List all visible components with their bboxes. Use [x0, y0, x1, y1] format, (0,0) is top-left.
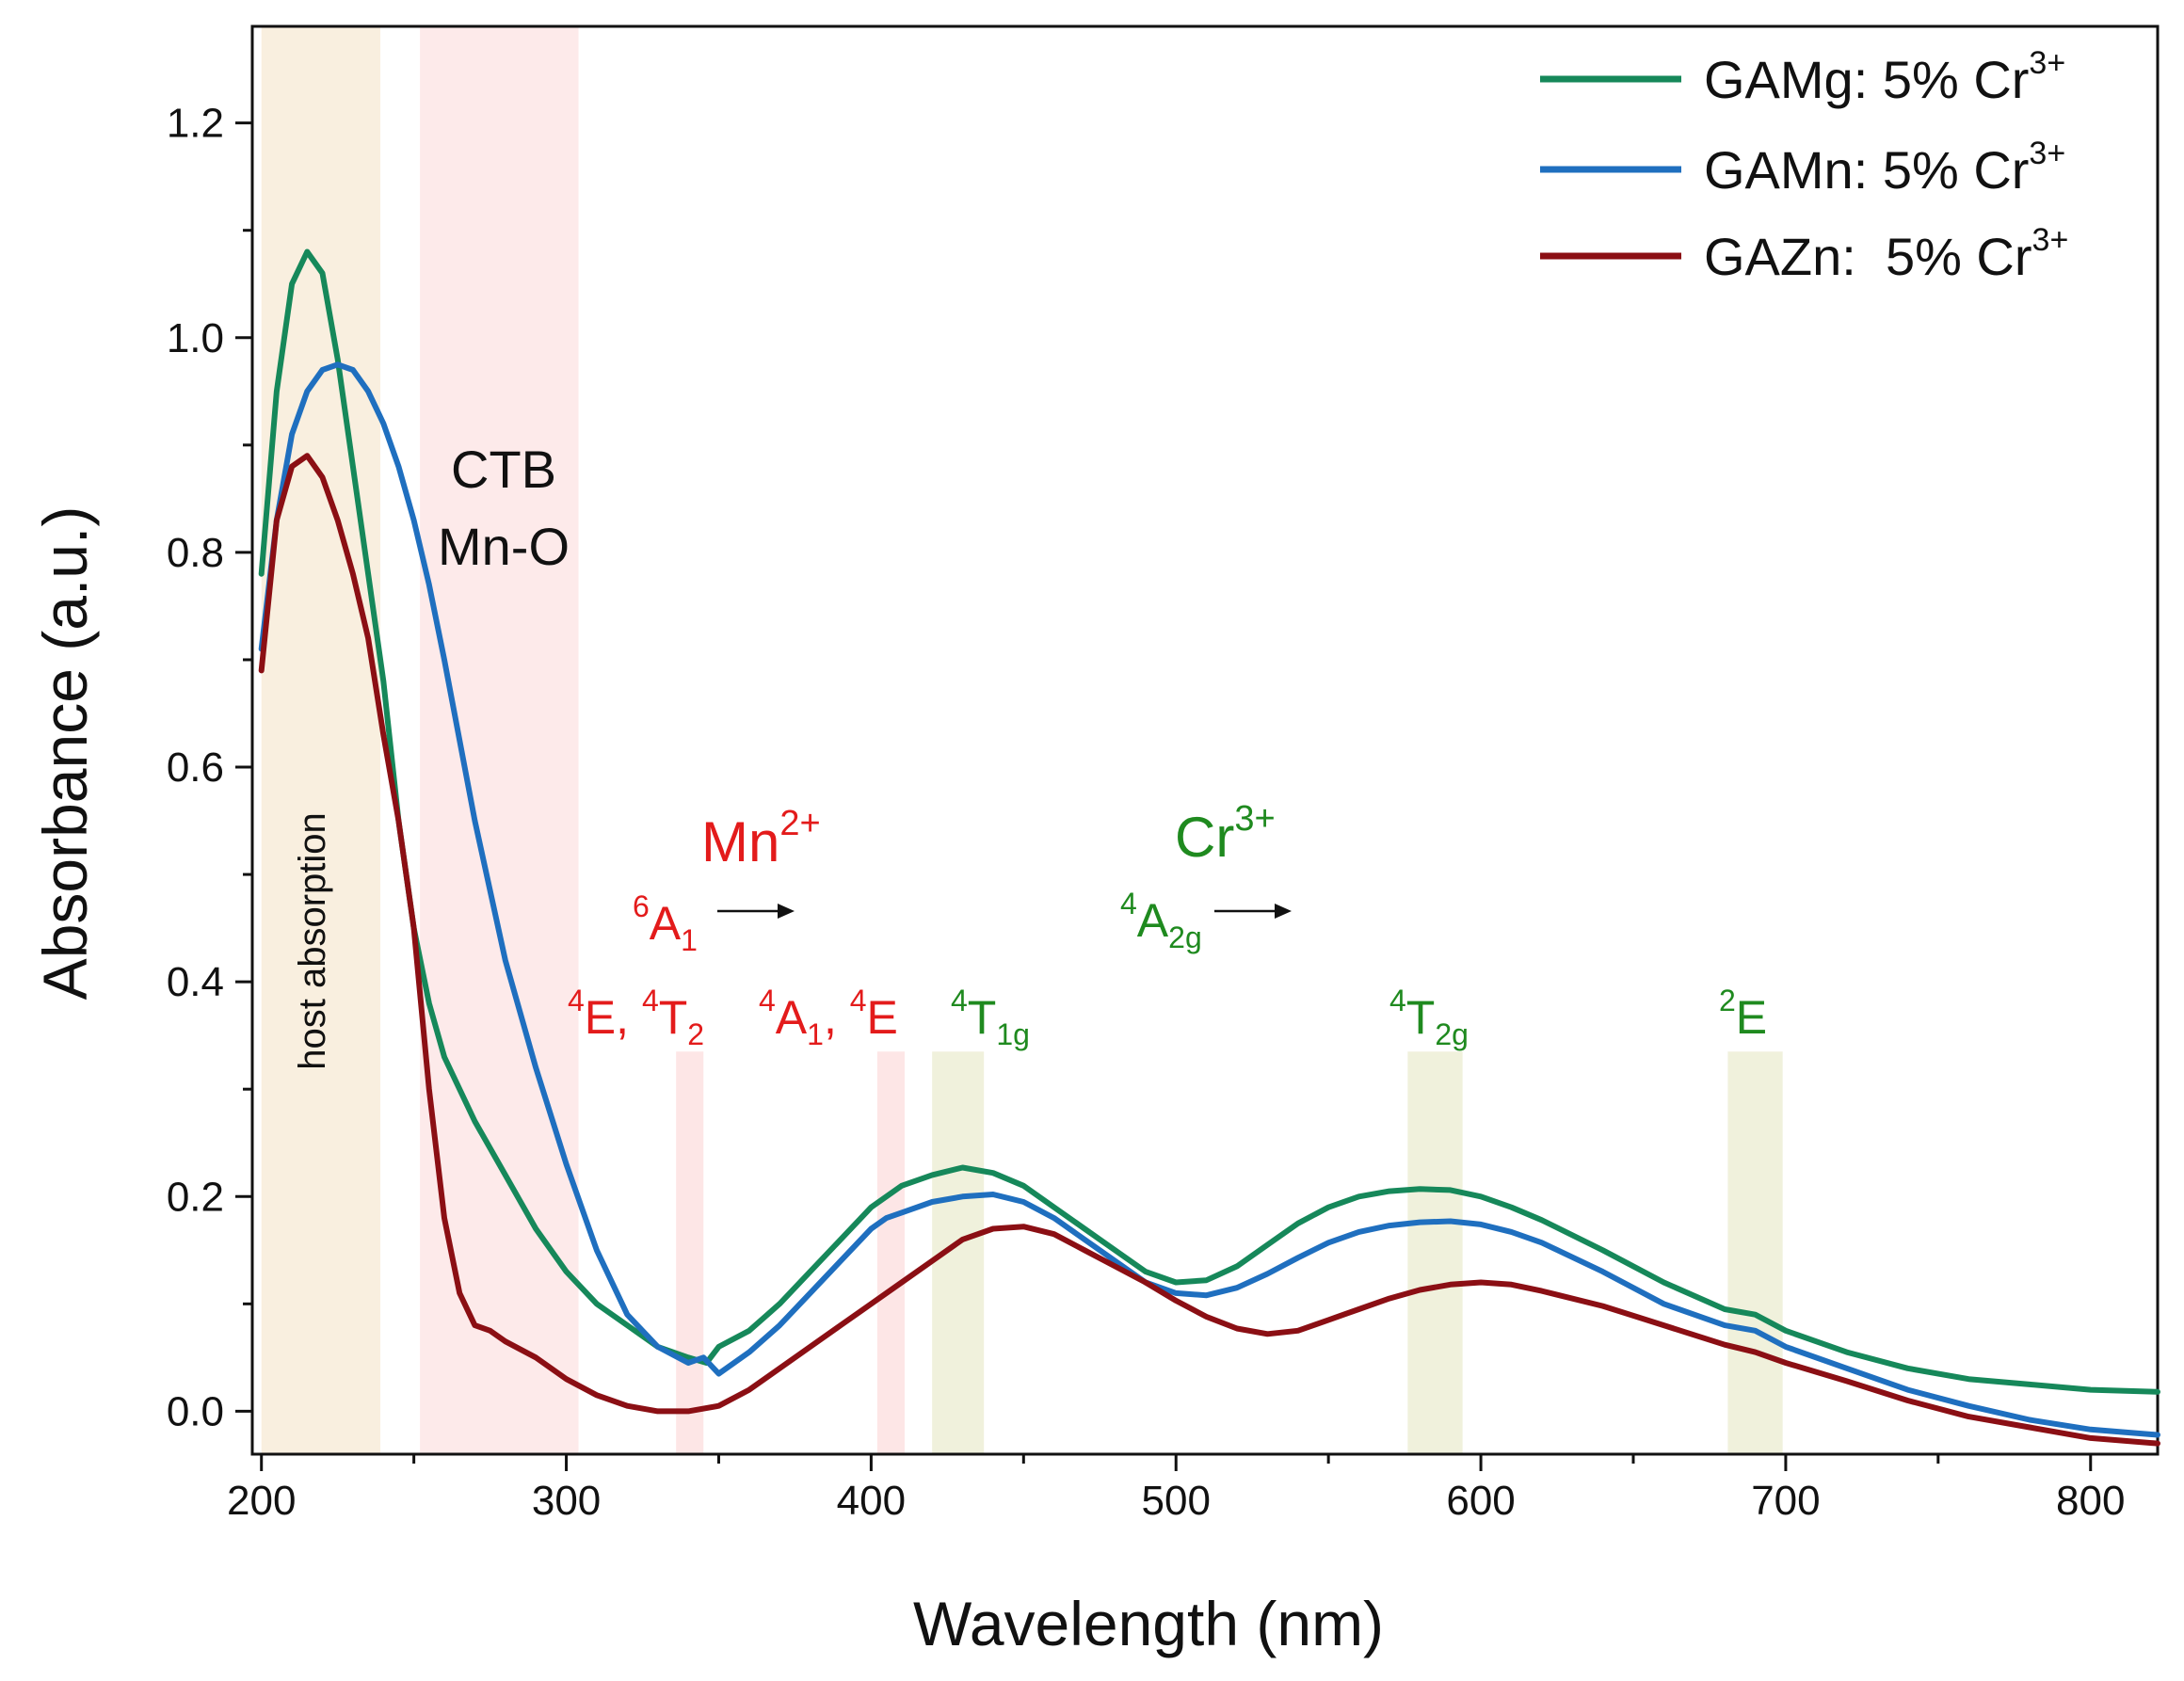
mn-t1-sub-b: 2 — [687, 1017, 704, 1051]
x-tick-label: 600 — [1446, 1478, 1515, 1524]
cr-arrow — [1214, 904, 1292, 919]
y-tick-label: 0.0 — [167, 1388, 224, 1434]
y-tick-label: 1.2 — [167, 101, 224, 147]
legend-gamg-name: GAMg: 5% Cr — [1704, 50, 2029, 109]
series-line-gazn — [258, 453, 2160, 1447]
legend-label-gazn: GAZn: 5% Cr3+ — [1704, 222, 2068, 286]
mn-ion-label: Mn2+ — [701, 804, 821, 873]
shaded-band-6 — [1727, 1051, 1783, 1454]
cr-t1-main: T — [968, 991, 997, 1044]
y-axis-ticks: 0.0 0.2 0.4 0.6 0.8 1.0 1.2 — [167, 101, 252, 1434]
mn-t1-a: E, — [585, 991, 642, 1044]
shaded-bands — [261, 26, 1783, 1454]
mn-ion-sup: 2+ — [779, 804, 820, 843]
cr-transition-2e: 2E — [1719, 984, 1767, 1044]
mn-t2-sub-a: 1 — [807, 1017, 824, 1051]
x-tick-label: 700 — [1751, 1478, 1820, 1524]
cr-t3-main: E — [1736, 991, 1767, 1044]
x-axis-ticks: 200 300 400 500 600 700 800 — [227, 1454, 2125, 1524]
x-tick-label: 300 — [532, 1478, 601, 1524]
cr-t3-sup: 2 — [1719, 984, 1736, 1017]
cr-t1-sup: 4 — [951, 984, 968, 1017]
mn-t2-b: E — [867, 991, 898, 1044]
legend-gamn-sup: 3+ — [2029, 136, 2065, 171]
legend-gamg-sup: 3+ — [2029, 45, 2065, 81]
mn-t2-sup-b: 4 — [850, 984, 867, 1017]
cr-ground-state: 4A2g — [1120, 887, 1202, 954]
shaded-band-2 — [676, 1051, 704, 1454]
x-tick-label: 200 — [227, 1478, 296, 1524]
x-axis-title: Wavelength (nm) — [913, 1589, 1384, 1658]
y-tick-label: 0.4 — [167, 959, 224, 1005]
y-tick-label: 0.8 — [167, 530, 224, 576]
cr-t2-sup: 4 — [1389, 984, 1406, 1017]
legend-label-gamn: GAMn: 5% Cr3+ — [1704, 136, 2065, 200]
cr-t2-sub: 2g — [1435, 1017, 1469, 1051]
cr-transition-4t1g: 4T1g — [951, 984, 1030, 1051]
y-tick-label: 0.6 — [167, 744, 224, 791]
series-line-gamn — [258, 361, 2160, 1438]
shaded-band-5 — [1407, 1051, 1463, 1454]
ctb-label-line2: Mn-O — [438, 517, 570, 576]
plot-border — [250, 24, 2160, 1456]
cr-ion-label: Cr3+ — [1175, 799, 1276, 869]
legend: GAMg: 5% Cr3+ GAMn: 5% Cr3+ GAZn: 5% Cr3… — [1540, 45, 2068, 286]
mn-t1-b: T — [659, 991, 688, 1044]
cr-t1-sub: 1g — [996, 1017, 1030, 1051]
mn-t1-sup-b: 4 — [642, 984, 659, 1017]
legend-gazn-name: GAZn: 5% Cr — [1704, 227, 2032, 286]
mn-ground-sup: 6 — [633, 889, 650, 923]
y-axis-title: Absorbance (a.u.) — [30, 506, 100, 1001]
mn-t2-a: A — [776, 991, 808, 1044]
cr-t2-main: T — [1406, 991, 1436, 1044]
mn-ground-state: 6A1 — [633, 889, 698, 957]
mn-t2-sup-a: 4 — [759, 984, 776, 1017]
host-absorption-label: host absorption — [292, 812, 333, 1070]
x-tick-label: 800 — [2056, 1478, 2125, 1524]
series-lines — [258, 248, 2160, 1447]
mn-t1-sup-a: 4 — [568, 984, 585, 1017]
shaded-band-0 — [261, 26, 381, 1454]
cr-ion-sup: 3+ — [1234, 799, 1275, 839]
mn-transition-4a1-4e: 4A1, 4E — [759, 984, 898, 1051]
cr-ground-main: A — [1137, 894, 1169, 947]
y-tick-label: 1.0 — [167, 315, 224, 361]
x-tick-label: 400 — [837, 1478, 906, 1524]
y-tick-label: 0.2 — [167, 1174, 224, 1220]
mn-arrow — [717, 904, 795, 919]
legend-gamn-name: GAMn: 5% Cr — [1704, 140, 2029, 200]
ctb-label-line1: CTB — [451, 440, 556, 499]
cr-ground-sup: 4 — [1120, 887, 1137, 921]
legend-gazn-sup: 3+ — [2032, 222, 2069, 258]
mn-t2-mid: , — [824, 991, 850, 1044]
x-tick-label: 500 — [1142, 1478, 1211, 1524]
cr-transition-4t2g: 4T2g — [1389, 984, 1469, 1051]
mn-transition-4e-4t2: 4E, 4T2 — [568, 984, 704, 1051]
legend-label-gamg: GAMg: 5% Cr3+ — [1704, 45, 2065, 109]
cr-ion-text: Cr — [1175, 806, 1234, 869]
mn-ground-main: A — [650, 897, 682, 950]
mn-ion-text: Mn — [701, 810, 779, 873]
mn-ground-sub: 1 — [681, 923, 698, 957]
cr-ground-sub: 2g — [1168, 921, 1202, 954]
shaded-band-3 — [876, 1051, 906, 1454]
plot-frame — [250, 24, 2160, 1456]
shaded-band-1 — [420, 26, 579, 1454]
